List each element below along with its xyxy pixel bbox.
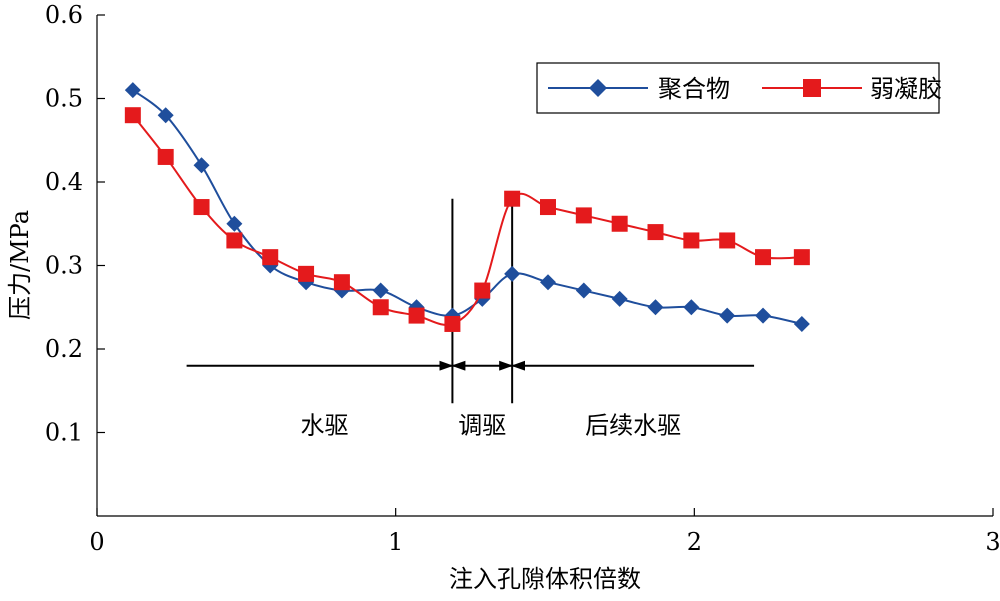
phase-label-1: 调驱 [458, 412, 506, 440]
x-tick-label-2: 2 [687, 528, 702, 556]
series-2-point-1 [157, 148, 174, 165]
series-2-point-3 [226, 232, 243, 249]
x-axis-title: 注入孔隙体积倍数 [449, 565, 641, 593]
x-tick-label-1: 1 [388, 528, 403, 556]
series-1-point-13 [575, 282, 592, 299]
series-2-point-14 [611, 215, 628, 232]
series-1-point-14 [611, 290, 628, 307]
series-1-point-0 [124, 82, 141, 99]
series-1-point-17 [719, 307, 736, 324]
series-1-point-2 [193, 157, 210, 174]
series-2-point-9 [444, 315, 461, 332]
x-tick-label-0: 0 [89, 528, 104, 556]
y-tick-label-1: 0.2 [45, 335, 83, 363]
series-2-point-11 [504, 190, 521, 207]
series-2-point-10 [474, 282, 491, 299]
series-1-point-3 [226, 215, 243, 232]
series-1 [124, 82, 810, 332]
series-2-point-2 [193, 199, 210, 216]
y-axis-title: 压力/MPa [6, 210, 34, 320]
phase-label-2: 后续水驱 [585, 412, 681, 440]
series-2-point-18 [755, 249, 772, 266]
y-tick-label-3: 0.4 [45, 168, 83, 196]
x-tick-label-3: 3 [985, 528, 1000, 556]
y-tick-label-0: 0.1 [45, 419, 83, 447]
legend-marker-series-2 [803, 79, 821, 97]
legend-marker-series-1 [589, 79, 607, 97]
series-2-point-19 [793, 249, 810, 266]
series-2-point-5 [298, 265, 315, 282]
series-2-point-7 [372, 299, 389, 316]
series-1-point-18 [755, 307, 772, 324]
series-1-point-12 [539, 274, 556, 291]
series-1-line [132, 89, 803, 325]
series-2-point-17 [719, 232, 736, 249]
series-2-point-16 [683, 232, 700, 249]
legend-label-series-1: 聚合物 [658, 75, 730, 103]
y-tick-label-5: 0.6 [45, 1, 83, 29]
series-2-point-15 [647, 224, 664, 241]
series-2 [124, 107, 810, 332]
phase-label-0: 水驱 [301, 412, 349, 440]
series-2-point-13 [575, 207, 592, 224]
data-series [124, 82, 810, 332]
series-1-point-11 [504, 265, 521, 282]
series-1-point-7 [372, 282, 389, 299]
series-1-point-19 [793, 315, 810, 332]
series-2-point-12 [539, 199, 556, 216]
phase-annotations: 水驱 调驱 后续水驱 [186, 198, 755, 440]
series-2-point-0 [124, 107, 141, 124]
legend: 聚合物 弱凝胶 [536, 62, 942, 114]
series-2-point-6 [333, 274, 350, 291]
series-1-point-15 [647, 299, 664, 316]
series-2-point-4 [262, 249, 279, 266]
series-1-point-16 [683, 299, 700, 316]
y-tick-label-2: 0.3 [45, 252, 83, 280]
axis-ticks: 0 1 2 3 0.1 0.2 0.3 0.4 0.5 0.6 [45, 1, 1000, 556]
y-tick-label-4: 0.5 [45, 85, 83, 113]
legend-label-series-2: 弱凝胶 [870, 75, 942, 103]
series-2-point-8 [408, 307, 425, 324]
series-1-point-1 [157, 107, 174, 124]
